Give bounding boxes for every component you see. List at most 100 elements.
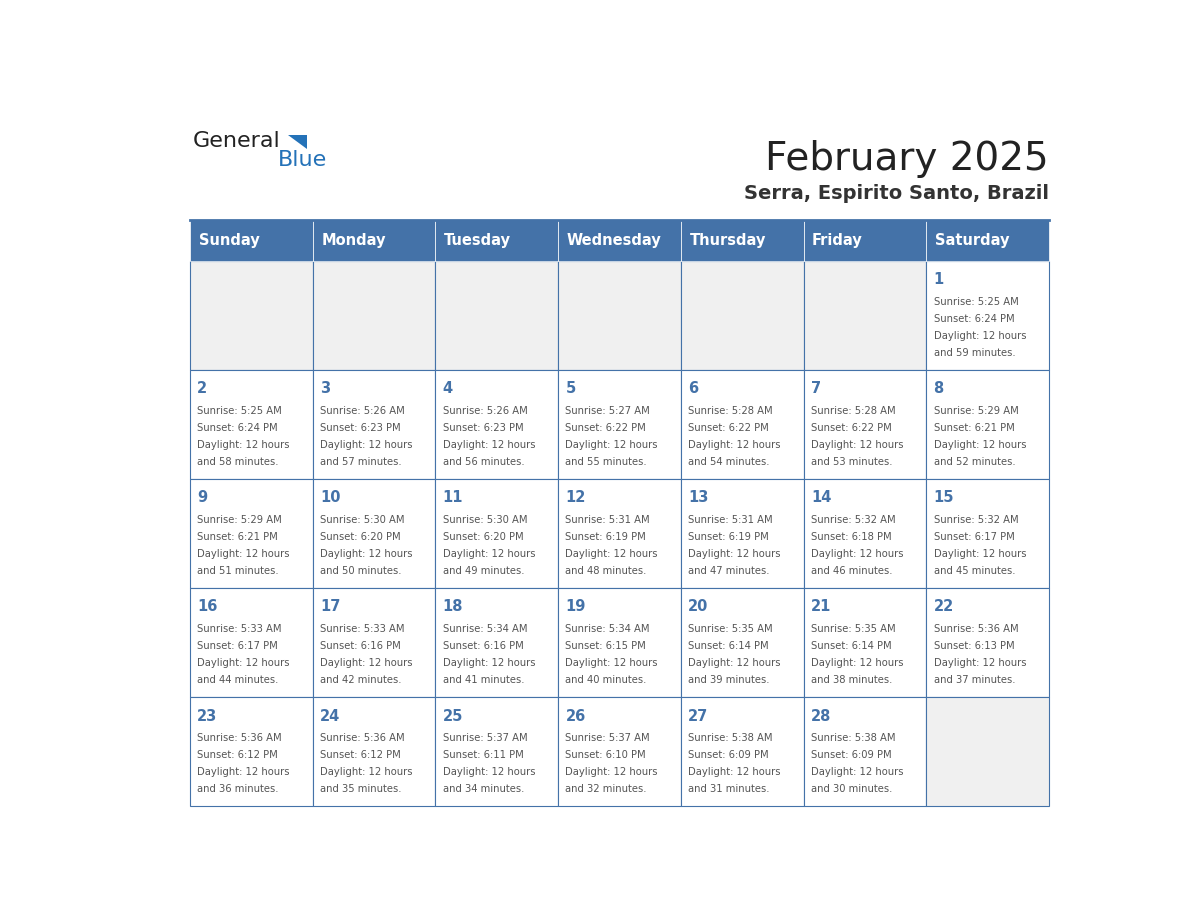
Text: Daylight: 12 hours: Daylight: 12 hours <box>934 440 1026 450</box>
Text: and 44 minutes.: and 44 minutes. <box>197 675 279 685</box>
Text: Saturday: Saturday <box>935 233 1010 248</box>
Text: 7: 7 <box>811 381 821 397</box>
Text: and 41 minutes.: and 41 minutes. <box>443 675 524 685</box>
Text: 17: 17 <box>320 599 341 614</box>
Text: Sunset: 6:24 PM: Sunset: 6:24 PM <box>934 314 1015 324</box>
Text: Sunrise: 5:28 AM: Sunrise: 5:28 AM <box>688 406 772 416</box>
Text: Daylight: 12 hours: Daylight: 12 hours <box>320 549 412 559</box>
FancyBboxPatch shape <box>190 261 312 370</box>
Text: Sunset: 6:17 PM: Sunset: 6:17 PM <box>197 641 278 651</box>
FancyBboxPatch shape <box>312 698 435 806</box>
FancyBboxPatch shape <box>803 370 927 479</box>
Text: Sunset: 6:14 PM: Sunset: 6:14 PM <box>811 641 891 651</box>
Text: 20: 20 <box>688 599 708 614</box>
Text: Sunday: Sunday <box>198 233 259 248</box>
Text: Daylight: 12 hours: Daylight: 12 hours <box>320 767 412 778</box>
Text: and 31 minutes.: and 31 minutes. <box>688 784 770 794</box>
FancyBboxPatch shape <box>435 370 558 479</box>
Text: Daylight: 12 hours: Daylight: 12 hours <box>811 440 903 450</box>
Text: Sunrise: 5:38 AM: Sunrise: 5:38 AM <box>811 733 896 744</box>
Text: Wednesday: Wednesday <box>567 233 662 248</box>
FancyBboxPatch shape <box>558 261 681 370</box>
Text: Daylight: 12 hours: Daylight: 12 hours <box>934 549 1026 559</box>
Text: Sunrise: 5:38 AM: Sunrise: 5:38 AM <box>688 733 772 744</box>
Polygon shape <box>289 135 307 149</box>
FancyBboxPatch shape <box>190 370 312 479</box>
Text: 10: 10 <box>320 490 341 505</box>
Text: Sunrise: 5:27 AM: Sunrise: 5:27 AM <box>565 406 650 416</box>
Text: Daylight: 12 hours: Daylight: 12 hours <box>443 440 536 450</box>
Text: Sunrise: 5:31 AM: Sunrise: 5:31 AM <box>565 515 650 525</box>
FancyBboxPatch shape <box>681 588 803 698</box>
Text: Sunrise: 5:37 AM: Sunrise: 5:37 AM <box>565 733 650 744</box>
Text: Sunset: 6:24 PM: Sunset: 6:24 PM <box>197 423 278 433</box>
Text: Sunrise: 5:36 AM: Sunrise: 5:36 AM <box>934 624 1018 634</box>
Text: Sunset: 6:11 PM: Sunset: 6:11 PM <box>443 750 524 760</box>
Text: Sunrise: 5:26 AM: Sunrise: 5:26 AM <box>320 406 405 416</box>
Text: Tuesday: Tuesday <box>444 233 511 248</box>
Text: Daylight: 12 hours: Daylight: 12 hours <box>320 658 412 668</box>
Text: Daylight: 12 hours: Daylight: 12 hours <box>197 440 290 450</box>
Text: 6: 6 <box>688 381 699 397</box>
FancyBboxPatch shape <box>927 588 1049 698</box>
Text: Sunset: 6:22 PM: Sunset: 6:22 PM <box>811 423 892 433</box>
Text: 5: 5 <box>565 381 576 397</box>
Text: and 39 minutes.: and 39 minutes. <box>688 675 770 685</box>
Text: and 49 minutes.: and 49 minutes. <box>443 565 524 576</box>
Text: Sunrise: 5:33 AM: Sunrise: 5:33 AM <box>320 624 404 634</box>
Text: Daylight: 12 hours: Daylight: 12 hours <box>565 549 658 559</box>
Text: Sunset: 6:14 PM: Sunset: 6:14 PM <box>688 641 769 651</box>
FancyBboxPatch shape <box>435 588 558 698</box>
Text: and 50 minutes.: and 50 minutes. <box>320 565 402 576</box>
Text: 13: 13 <box>688 490 708 505</box>
Text: Sunrise: 5:33 AM: Sunrise: 5:33 AM <box>197 624 282 634</box>
Text: Sunset: 6:19 PM: Sunset: 6:19 PM <box>565 532 646 542</box>
Text: 23: 23 <box>197 709 217 723</box>
Text: Monday: Monday <box>321 233 386 248</box>
Text: 22: 22 <box>934 599 954 614</box>
Text: and 30 minutes.: and 30 minutes. <box>811 784 892 794</box>
FancyBboxPatch shape <box>927 479 1049 588</box>
Text: Friday: Friday <box>813 233 862 248</box>
Text: Daylight: 12 hours: Daylight: 12 hours <box>320 440 412 450</box>
Text: Sunset: 6:18 PM: Sunset: 6:18 PM <box>811 532 891 542</box>
FancyBboxPatch shape <box>312 588 435 698</box>
Text: Sunset: 6:12 PM: Sunset: 6:12 PM <box>320 750 400 760</box>
Text: and 35 minutes.: and 35 minutes. <box>320 784 402 794</box>
Text: and 46 minutes.: and 46 minutes. <box>811 565 892 576</box>
Text: Sunrise: 5:34 AM: Sunrise: 5:34 AM <box>443 624 527 634</box>
Text: Serra, Espirito Santo, Brazil: Serra, Espirito Santo, Brazil <box>744 185 1049 204</box>
Text: Sunrise: 5:29 AM: Sunrise: 5:29 AM <box>934 406 1018 416</box>
Text: and 52 minutes.: and 52 minutes. <box>934 457 1016 467</box>
Text: and 38 minutes.: and 38 minutes. <box>811 675 892 685</box>
Text: Daylight: 12 hours: Daylight: 12 hours <box>443 767 536 778</box>
Text: Sunrise: 5:36 AM: Sunrise: 5:36 AM <box>197 733 282 744</box>
FancyBboxPatch shape <box>803 261 927 370</box>
Text: and 51 minutes.: and 51 minutes. <box>197 565 279 576</box>
Text: 3: 3 <box>320 381 330 397</box>
Text: Sunrise: 5:32 AM: Sunrise: 5:32 AM <box>934 515 1018 525</box>
FancyBboxPatch shape <box>435 479 558 588</box>
Text: Sunrise: 5:35 AM: Sunrise: 5:35 AM <box>811 624 896 634</box>
Text: Sunset: 6:15 PM: Sunset: 6:15 PM <box>565 641 646 651</box>
Text: 14: 14 <box>811 490 832 505</box>
Text: Sunrise: 5:30 AM: Sunrise: 5:30 AM <box>443 515 527 525</box>
FancyBboxPatch shape <box>312 219 435 261</box>
Text: Sunrise: 5:35 AM: Sunrise: 5:35 AM <box>688 624 772 634</box>
Text: Sunrise: 5:30 AM: Sunrise: 5:30 AM <box>320 515 404 525</box>
FancyBboxPatch shape <box>312 370 435 479</box>
FancyBboxPatch shape <box>681 479 803 588</box>
Text: Daylight: 12 hours: Daylight: 12 hours <box>688 440 781 450</box>
Text: 9: 9 <box>197 490 208 505</box>
Text: Sunset: 6:21 PM: Sunset: 6:21 PM <box>197 532 278 542</box>
FancyBboxPatch shape <box>558 219 681 261</box>
FancyBboxPatch shape <box>558 479 681 588</box>
Text: and 45 minutes.: and 45 minutes. <box>934 565 1015 576</box>
Text: Sunrise: 5:34 AM: Sunrise: 5:34 AM <box>565 624 650 634</box>
Text: Sunrise: 5:28 AM: Sunrise: 5:28 AM <box>811 406 896 416</box>
FancyBboxPatch shape <box>190 219 312 261</box>
Text: 1: 1 <box>934 272 943 287</box>
Text: Sunrise: 5:26 AM: Sunrise: 5:26 AM <box>443 406 527 416</box>
Text: 21: 21 <box>811 599 832 614</box>
Text: 2: 2 <box>197 381 208 397</box>
